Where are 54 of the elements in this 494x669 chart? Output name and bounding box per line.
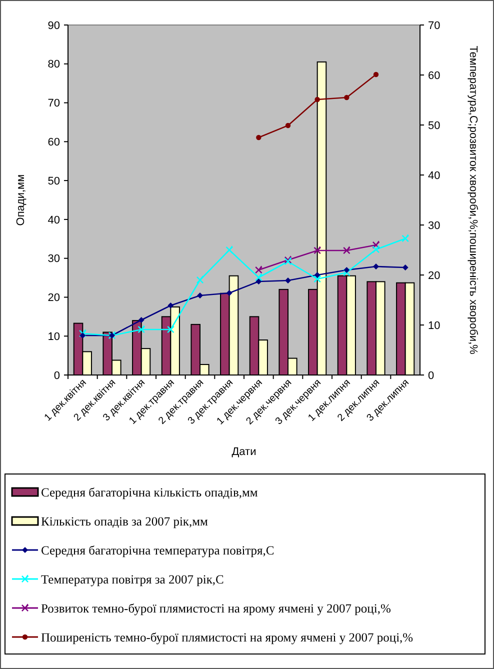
point <box>344 94 350 100</box>
point <box>402 264 408 270</box>
point <box>138 325 145 333</box>
point <box>256 134 262 140</box>
point <box>402 234 409 242</box>
legend-label: Середня багаторічна температура повітря,С <box>41 543 274 558</box>
point <box>196 276 204 284</box>
point <box>256 278 262 284</box>
y-tick-label: 70 <box>48 98 60 110</box>
y-tick-label: 60 <box>48 136 60 149</box>
y-tick-label: 90 <box>48 20 60 32</box>
y-tick-label: 10 <box>48 330 60 343</box>
y2-tick-label: 30 <box>428 220 440 232</box>
legend-label: Кількість опадів за 2007 рік,мм <box>41 514 208 528</box>
y2-tick-label: 40 <box>428 170 440 182</box>
point <box>255 266 262 274</box>
y-tick-label: 20 <box>48 292 60 304</box>
point <box>314 274 321 282</box>
point <box>255 273 262 281</box>
y-tick-label: 0 <box>54 370 60 382</box>
y2-tick-label: 50 <box>428 120 440 132</box>
legend-label: Розвиток темно-бурої плямистості на ярому ячмені у 2007 році,% <box>41 601 391 616</box>
point <box>226 290 232 296</box>
point <box>373 264 379 270</box>
y-axis-title: Опади,мм <box>15 174 27 226</box>
point <box>314 272 320 278</box>
point <box>372 245 380 253</box>
y2-tick-label: 70 <box>428 20 440 32</box>
x-axis-title: Дати <box>232 446 256 458</box>
y2-tick-label: 60 <box>428 70 440 82</box>
y2-tick-label: 20 <box>428 270 440 282</box>
point <box>167 325 174 333</box>
y2-tick-label: 10 <box>428 320 440 332</box>
point <box>344 267 350 273</box>
y-tick-label: 50 <box>48 175 60 188</box>
point <box>168 302 174 308</box>
point <box>343 246 350 254</box>
y-tick-label: 40 <box>48 214 60 226</box>
legend-label: Середня багаторічна кількість опадів,мм <box>41 485 258 500</box>
y-tick-label: 30 <box>48 253 60 266</box>
legend-label: Поширеність темно-бурої плямистості на ярому ячмені у 2007 році,% <box>41 630 414 644</box>
point <box>197 292 203 298</box>
point <box>138 317 144 323</box>
y-tick-label: 80 <box>48 58 60 71</box>
y2-tick-label: 0 <box>428 370 434 382</box>
y2-axis-title: Температура,С;розвиток хвороби,%;поширеність хвороби,% <box>467 46 479 355</box>
point <box>285 122 291 128</box>
legend-label: Температура повітря за 2007 рік,С <box>41 572 224 586</box>
point <box>226 246 233 254</box>
point <box>314 96 320 102</box>
point <box>314 246 321 254</box>
point <box>285 278 291 284</box>
point <box>373 72 379 78</box>
point <box>80 332 86 338</box>
